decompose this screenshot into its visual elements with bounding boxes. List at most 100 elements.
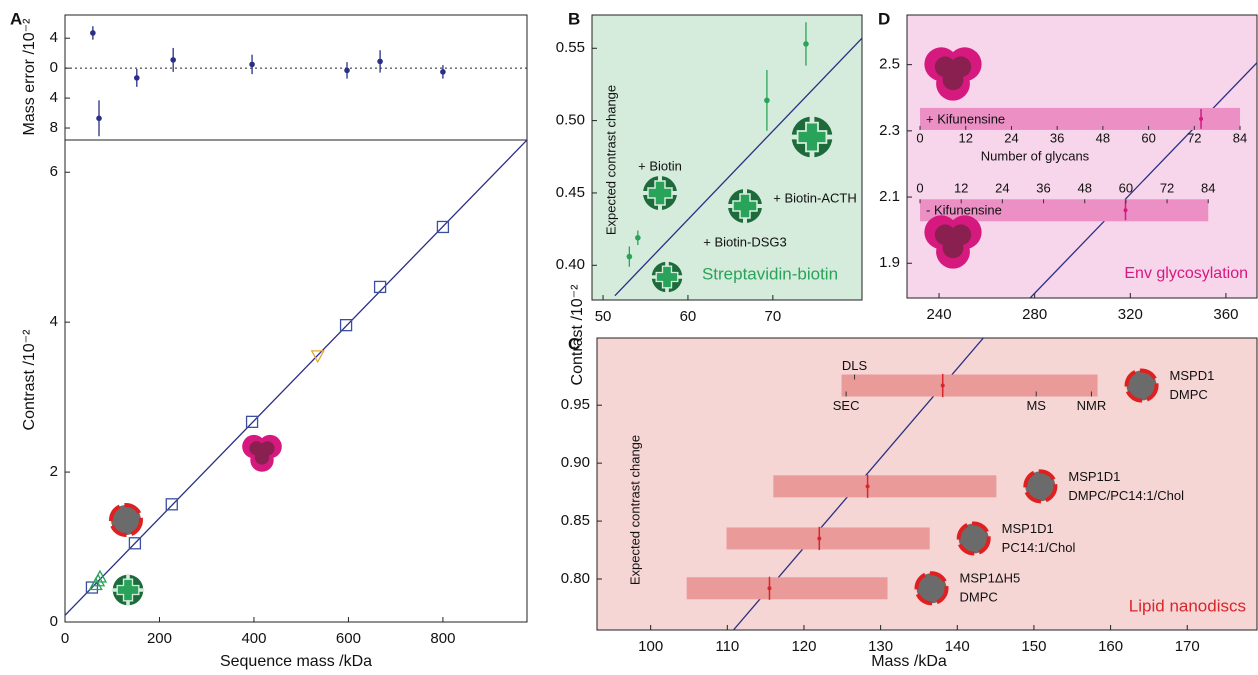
plot-area xyxy=(65,140,527,622)
icon xyxy=(1025,471,1055,501)
glycan-tick-label: 72 xyxy=(1160,181,1174,196)
panel-label: D xyxy=(878,9,890,28)
glycan-tick-label: 12 xyxy=(959,130,973,145)
glycan-tick-label: 72 xyxy=(1187,130,1201,145)
x-tick-label: 240 xyxy=(927,306,952,323)
glycan-tick-label: 0 xyxy=(916,130,923,145)
point xyxy=(803,41,809,47)
point xyxy=(344,68,350,74)
annotation: Streptavidin-biotin xyxy=(702,264,838,283)
y-tick-label: 0.45 xyxy=(556,184,585,201)
y-tick-label: 6 xyxy=(50,163,58,180)
y-tick-label: 1.9 xyxy=(879,254,900,271)
x-tick-label: 120 xyxy=(791,638,816,655)
point xyxy=(764,98,770,104)
x-tick-label: 50 xyxy=(595,308,612,325)
figure: 4048AMass error /10⁻²02460200400600800Co… xyxy=(0,0,1258,675)
y-axis-label: Contrast /10⁻² xyxy=(21,329,38,431)
y-axis-label: Mass error /10⁻² xyxy=(21,18,38,136)
point xyxy=(90,30,96,36)
x-tick-label: 320 xyxy=(1118,306,1143,323)
range-bar xyxy=(842,375,1098,397)
x-tick-label: 140 xyxy=(945,638,970,655)
range-point xyxy=(1199,117,1203,121)
annotation: + Biotin-ACTH xyxy=(773,190,856,205)
tag-label: SEC xyxy=(833,398,860,413)
range-bar xyxy=(773,475,996,497)
y-tick-label: 0.95 xyxy=(561,396,590,413)
bar-label: DMPC/PC14:1/Chol xyxy=(1068,488,1184,503)
range-point xyxy=(817,536,821,540)
annotation: Lipid nanodiscs xyxy=(1129,596,1246,615)
y-tick-label: 0.50 xyxy=(556,112,585,129)
glycan-tick-label: 24 xyxy=(1004,130,1018,145)
annotation: Expected contrast change xyxy=(627,435,642,585)
x-tick-label: 110 xyxy=(715,638,739,655)
bar-label: PC14:1/Chol xyxy=(1002,540,1076,555)
x-tick-label: 600 xyxy=(336,630,361,647)
range-point xyxy=(767,586,771,590)
icon xyxy=(1127,371,1157,401)
glycan-tick-label: 60 xyxy=(1141,130,1155,145)
x-tick-label: 360 xyxy=(1213,306,1238,323)
point xyxy=(635,235,641,241)
x-tick-label: 200 xyxy=(147,630,172,647)
y-tick-label: 2.5 xyxy=(879,56,900,73)
bar-label: MSPD1 xyxy=(1170,368,1215,383)
bar-label: MSP1D1 xyxy=(1068,469,1120,484)
glycan-tick-label: 0 xyxy=(916,181,923,196)
y-tick-label: 0.40 xyxy=(556,256,585,273)
point xyxy=(249,62,255,68)
tag-label: DLS xyxy=(842,358,868,373)
x-axis-label: Sequence mass /kDa xyxy=(220,653,372,670)
y-tick-label: 0.90 xyxy=(561,454,590,471)
y-tick-label: 0 xyxy=(50,613,58,630)
y-tick-label: 0.85 xyxy=(561,512,590,529)
point xyxy=(440,69,446,75)
glycan-axis-label: Number of glycans xyxy=(981,148,1090,163)
icon xyxy=(917,573,947,603)
bar-label: + Kifunensine xyxy=(926,111,1005,126)
panel-label: B xyxy=(568,9,580,28)
x-tick-label: 160 xyxy=(1098,638,1123,655)
y-tick-label: 2.1 xyxy=(879,188,900,205)
range-bar xyxy=(727,527,930,549)
y-tick-label: 0 xyxy=(50,59,58,76)
icon xyxy=(111,505,141,535)
x-tick-label: 400 xyxy=(241,630,266,647)
x-tick-label: 800 xyxy=(430,630,455,647)
y-tick-label: 0.80 xyxy=(561,570,590,587)
glycan-tick-label: 60 xyxy=(1119,181,1133,196)
x-tick-label: 170 xyxy=(1175,638,1200,655)
range-point xyxy=(866,484,870,488)
bar-label: DMPC xyxy=(1170,387,1208,402)
annotation: Env glycosylation xyxy=(1124,265,1248,282)
y-tick-label: 4 xyxy=(50,89,58,106)
point xyxy=(627,254,633,260)
tag-label: MS xyxy=(1026,398,1046,413)
glycan-tick-label: 48 xyxy=(1096,130,1110,145)
bar-label: MSP1D1 xyxy=(1002,521,1054,536)
x-tick-label: 150 xyxy=(1021,638,1046,655)
bar-label: MSP1ΔH5 xyxy=(960,571,1021,586)
page: 4048AMass error /10⁻²02460200400600800Co… xyxy=(0,0,1258,675)
annotation: + Biotin xyxy=(638,158,682,173)
range-point xyxy=(941,384,945,388)
glycan-tick-label: 84 xyxy=(1201,181,1215,196)
point xyxy=(377,59,383,65)
glycan-tick-label: 84 xyxy=(1233,130,1247,145)
x-tick-label: 280 xyxy=(1022,306,1047,323)
glycan-tick-label: 36 xyxy=(1050,130,1064,145)
x-tick-label: 70 xyxy=(765,308,782,325)
point xyxy=(170,57,176,63)
glycan-tick-label: 12 xyxy=(954,181,968,196)
bar-label: DMPC xyxy=(960,590,998,605)
plot-area xyxy=(592,15,862,300)
y-tick-label: 2.3 xyxy=(879,122,900,139)
annotation: + Biotin-DSG3 xyxy=(703,234,786,249)
glycan-tick-label: 36 xyxy=(1036,181,1050,196)
x-axis-label: Mass /kDa xyxy=(871,653,947,670)
point xyxy=(134,75,140,81)
range-bar xyxy=(687,577,888,599)
y-tick-label: 2 xyxy=(50,463,58,480)
